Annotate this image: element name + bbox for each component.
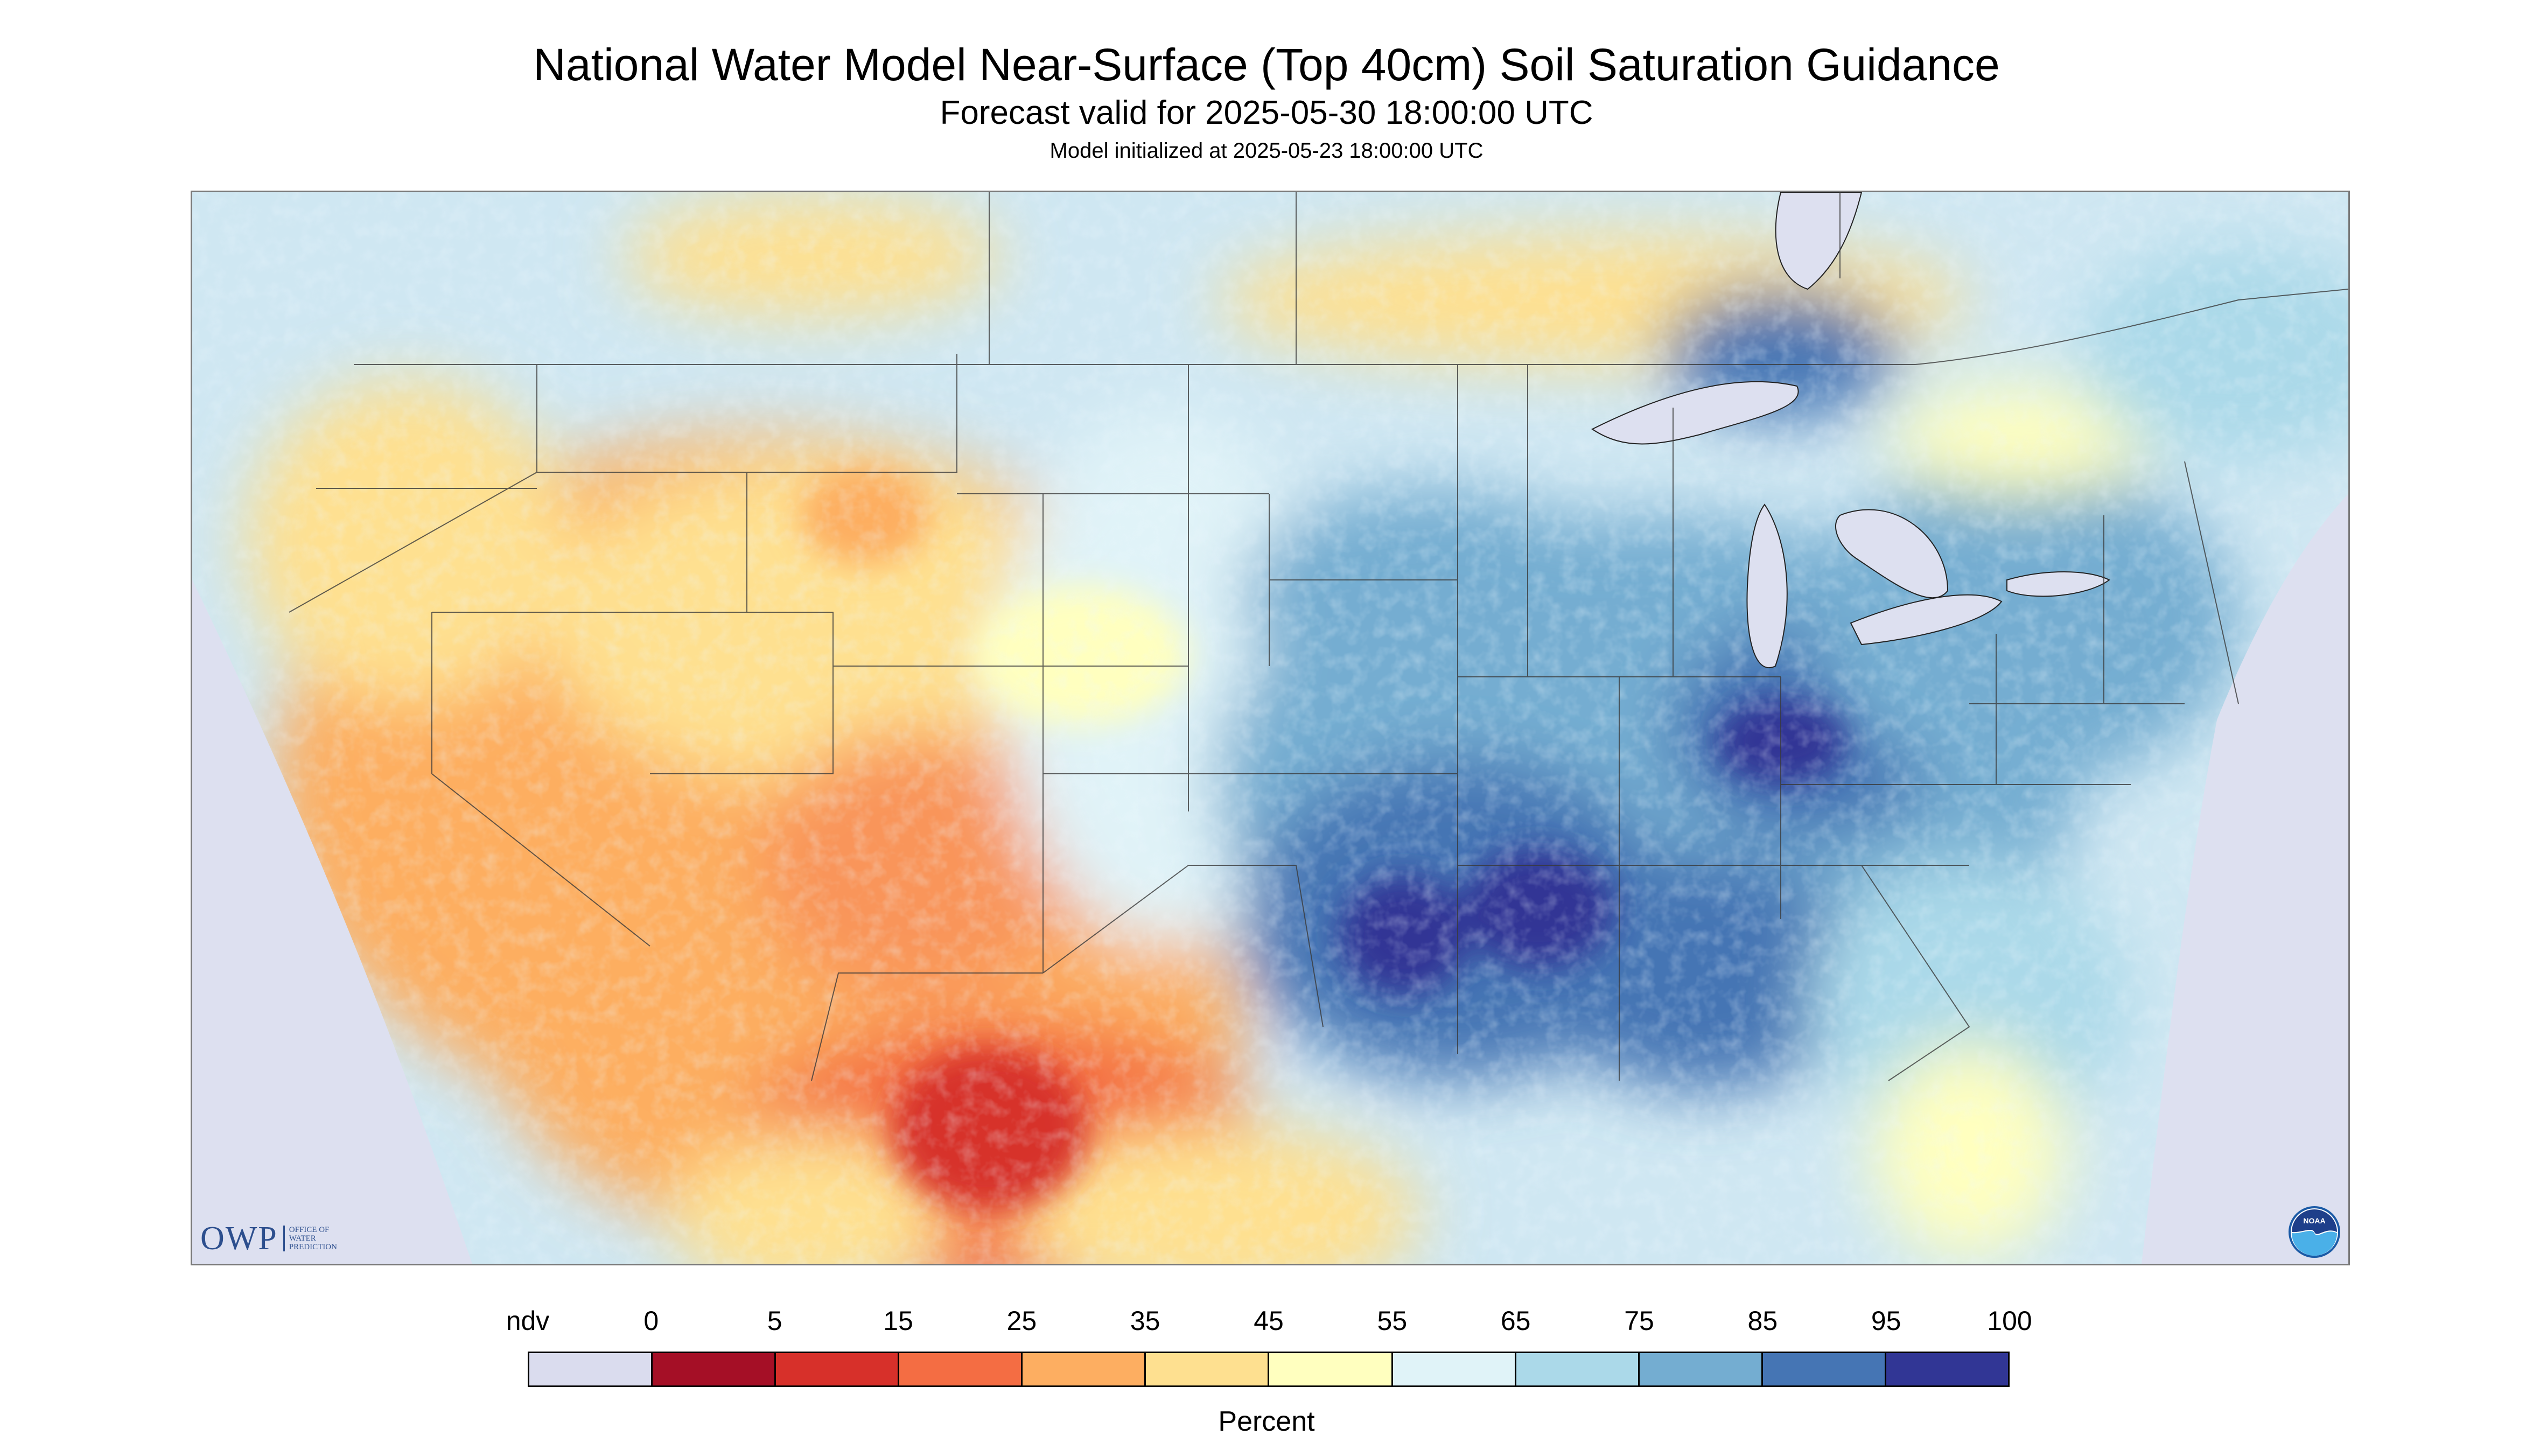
legend-tick-label: 85 xyxy=(1747,1306,1778,1336)
great-lakes xyxy=(1591,192,2110,668)
legend-swatch xyxy=(1516,1353,1640,1385)
legend-swatch xyxy=(653,1353,776,1385)
forecast-valid-time: Forecast valid for 2025-05-30 18:00:00 U… xyxy=(940,94,1593,131)
legend-units: Percent xyxy=(1218,1406,1315,1437)
noaa-logo-text: NOAA xyxy=(2303,1216,2325,1225)
legend-swatch xyxy=(1146,1353,1270,1385)
legend-swatch xyxy=(529,1353,653,1385)
legend-tick-label: 5 xyxy=(767,1306,782,1336)
legend-tick-label: ndv xyxy=(506,1306,550,1336)
legend-swatch xyxy=(776,1353,900,1385)
legend-tick-label: 45 xyxy=(1254,1306,1284,1336)
map-title: National Water Model Near-Surface (Top 4… xyxy=(533,39,2000,90)
owp-logo-subtext: OFFICE OF WATER PREDICTION xyxy=(283,1226,337,1251)
legend-tick-label: 35 xyxy=(1130,1306,1160,1336)
legend-tick-label: 15 xyxy=(883,1306,913,1336)
legend-swatch xyxy=(899,1353,1023,1385)
legend-swatch xyxy=(1393,1353,1516,1385)
legend-swatch xyxy=(1762,1353,1886,1385)
soil-saturation-map xyxy=(191,191,2350,1265)
legend-tick-label: 95 xyxy=(1871,1306,1901,1336)
land-layer xyxy=(192,192,2348,1264)
owp-logo: OWP OFFICE OF WATER PREDICTION xyxy=(200,1220,337,1257)
owp-logo-letters: OWP xyxy=(200,1220,278,1257)
legend-swatch xyxy=(1886,1353,2008,1385)
legend-tick-label: 75 xyxy=(1624,1306,1654,1336)
legend-swatch xyxy=(1269,1353,1393,1385)
color-legend: ndv 0 5 15 25 35 45 55 65 75 85 95 100 Percent xyxy=(0,1287,2533,1448)
legend-tick-label: 0 xyxy=(643,1306,659,1336)
legend-swatch xyxy=(1639,1353,1763,1385)
legend-tick-label: 65 xyxy=(1500,1306,1531,1336)
legend-colorbar xyxy=(528,1352,2010,1387)
legend-tick-label: 100 xyxy=(1987,1306,2032,1336)
state-borders xyxy=(289,192,2348,1081)
model-init-time: Model initialized at 2025-05-23 18:00:00… xyxy=(1049,139,1484,163)
legend-tick-label: 55 xyxy=(1377,1306,1408,1336)
noaa-logo: NOAA xyxy=(2289,1206,2340,1258)
map-canvas xyxy=(192,192,2348,1264)
legend-swatch xyxy=(1023,1353,1146,1385)
legend-tick-label: 25 xyxy=(1006,1306,1037,1336)
